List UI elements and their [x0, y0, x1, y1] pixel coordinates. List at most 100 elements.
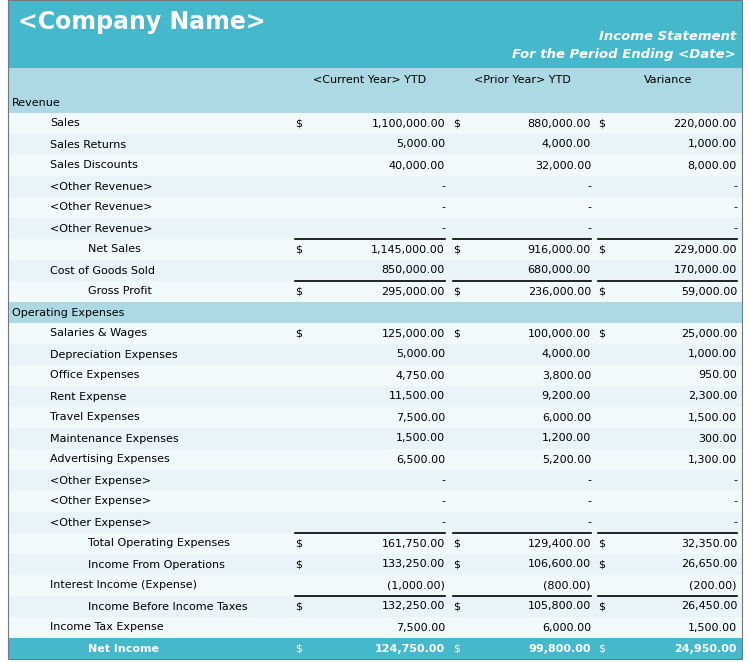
Text: <Other Revenue>: <Other Revenue> — [50, 181, 152, 191]
Text: 125,000.00: 125,000.00 — [382, 328, 445, 338]
Text: 124,750.00: 124,750.00 — [375, 643, 445, 653]
Text: Rent Expense: Rent Expense — [50, 391, 126, 401]
Text: 106,600.00: 106,600.00 — [528, 559, 591, 569]
Text: 3,800.00: 3,800.00 — [542, 371, 591, 381]
Text: 105,800.00: 105,800.00 — [528, 602, 591, 612]
Text: $: $ — [295, 328, 302, 338]
Text: -: - — [441, 496, 445, 506]
Text: -: - — [587, 496, 591, 506]
Text: 950.00: 950.00 — [698, 371, 737, 381]
Text: $: $ — [453, 538, 460, 549]
Text: 25,000.00: 25,000.00 — [681, 328, 737, 338]
Text: 4,000.00: 4,000.00 — [542, 140, 591, 150]
Text: <Prior Year> YTD: <Prior Year> YTD — [474, 75, 570, 85]
Text: $: $ — [598, 244, 605, 254]
Text: $: $ — [598, 118, 605, 128]
Bar — [8, 575, 742, 596]
Text: -: - — [441, 475, 445, 485]
Text: $: $ — [598, 328, 605, 338]
Text: 59,000.00: 59,000.00 — [681, 287, 737, 297]
Text: Sales Returns: Sales Returns — [50, 140, 126, 150]
Text: 229,000.00: 229,000.00 — [674, 244, 737, 254]
Text: <Current Year> YTD: <Current Year> YTD — [314, 75, 427, 85]
Text: 6,500.00: 6,500.00 — [396, 455, 445, 465]
Text: 32,350.00: 32,350.00 — [681, 538, 737, 549]
Bar — [8, 512, 742, 533]
Text: 220,000.00: 220,000.00 — [674, 118, 737, 128]
Text: Interest Income (Expense): Interest Income (Expense) — [50, 581, 197, 591]
Bar — [8, 176, 742, 197]
Text: Sales Discounts: Sales Discounts — [50, 160, 138, 171]
Text: -: - — [733, 203, 737, 213]
Bar — [8, 260, 742, 281]
Text: 7,500.00: 7,500.00 — [396, 622, 445, 632]
Text: 11,500.00: 11,500.00 — [388, 391, 445, 401]
Text: $: $ — [453, 118, 460, 128]
Bar — [8, 449, 742, 470]
Text: 5,000.00: 5,000.00 — [396, 140, 445, 150]
Text: -: - — [733, 496, 737, 506]
Text: -: - — [441, 181, 445, 191]
Text: 5,200.00: 5,200.00 — [542, 455, 591, 465]
Text: 132,250.00: 132,250.00 — [382, 602, 445, 612]
Text: -: - — [733, 181, 737, 191]
Text: $: $ — [453, 559, 460, 569]
Bar — [8, 281, 742, 302]
Text: <Company Name>: <Company Name> — [18, 10, 266, 34]
Text: $: $ — [295, 244, 302, 254]
Text: 295,000.00: 295,000.00 — [382, 287, 445, 297]
Text: -: - — [587, 181, 591, 191]
Text: 916,000.00: 916,000.00 — [528, 244, 591, 254]
Bar — [8, 617, 742, 638]
Bar — [8, 113, 742, 134]
Text: Total Operating Expenses: Total Operating Expenses — [88, 538, 230, 549]
Text: (1,000.00): (1,000.00) — [387, 581, 445, 591]
Text: -: - — [733, 475, 737, 485]
Text: $: $ — [295, 602, 302, 612]
Text: $: $ — [598, 538, 605, 549]
Text: 99,800.00: 99,800.00 — [529, 643, 591, 653]
Bar — [8, 323, 742, 344]
Text: -: - — [587, 518, 591, 528]
Text: 1,500.00: 1,500.00 — [688, 622, 737, 632]
Text: 170,000.00: 170,000.00 — [674, 265, 737, 275]
Text: Travel Expenses: Travel Expenses — [50, 412, 140, 422]
Text: 24,950.00: 24,950.00 — [674, 643, 737, 653]
Text: 680,000.00: 680,000.00 — [528, 265, 591, 275]
Bar — [8, 92, 742, 113]
Text: Cost of Goods Sold: Cost of Goods Sold — [50, 265, 155, 275]
Text: $: $ — [295, 643, 302, 653]
Text: 1,145,000.00: 1,145,000.00 — [371, 244, 445, 254]
Text: 1,000.00: 1,000.00 — [688, 350, 737, 359]
Text: 1,500.00: 1,500.00 — [396, 434, 445, 444]
Bar — [8, 302, 742, 323]
Text: $: $ — [598, 643, 605, 653]
Text: Net Sales: Net Sales — [88, 244, 141, 254]
Text: 129,400.00: 129,400.00 — [527, 538, 591, 549]
Text: (800.00): (800.00) — [544, 581, 591, 591]
Bar — [8, 68, 742, 92]
Text: $: $ — [453, 287, 460, 297]
Text: 32,000.00: 32,000.00 — [535, 160, 591, 171]
Text: $: $ — [453, 643, 460, 653]
Bar — [8, 386, 742, 407]
Bar — [8, 155, 742, 176]
Text: $: $ — [453, 328, 460, 338]
Text: 1,200.00: 1,200.00 — [542, 434, 591, 444]
Text: 133,250.00: 133,250.00 — [382, 559, 445, 569]
Text: 8,000.00: 8,000.00 — [688, 160, 737, 171]
Text: Advertising Expenses: Advertising Expenses — [50, 455, 170, 465]
Text: Operating Expenses: Operating Expenses — [12, 308, 125, 318]
Text: Income From Operations: Income From Operations — [88, 559, 225, 569]
Text: Variance: Variance — [644, 75, 692, 85]
Bar — [8, 428, 742, 449]
Text: $: $ — [453, 244, 460, 254]
Text: $: $ — [453, 602, 460, 612]
Text: Gross Profit: Gross Profit — [88, 287, 152, 297]
Bar — [8, 0, 742, 68]
Text: -: - — [587, 203, 591, 213]
Text: Income Statement: Income Statement — [598, 30, 736, 43]
Text: 236,000.00: 236,000.00 — [528, 287, 591, 297]
Text: 6,000.00: 6,000.00 — [542, 622, 591, 632]
Text: <Other Expense>: <Other Expense> — [50, 496, 151, 506]
